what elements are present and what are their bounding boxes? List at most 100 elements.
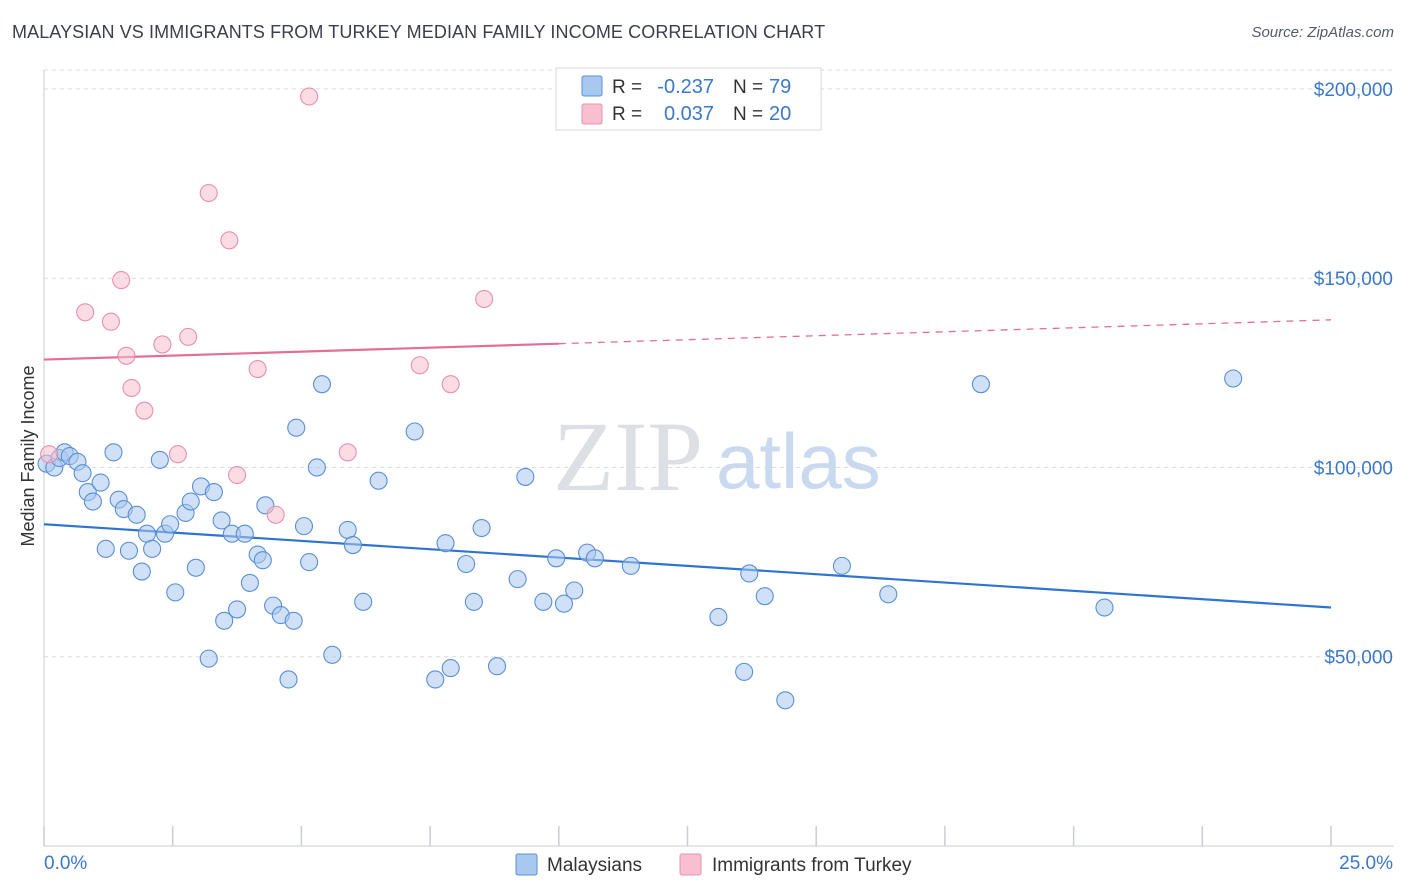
point-turkey — [179, 327, 198, 346]
y-tick-label: $50,000 — [1324, 648, 1393, 669]
point-malaysians — [323, 645, 342, 664]
trendline-turkey-dashed — [558, 319, 1332, 345]
legend-swatch-pink — [581, 103, 603, 125]
point-malaysians — [585, 549, 604, 568]
point-malaysians — [1224, 369, 1243, 388]
point-malaysians — [369, 471, 388, 490]
point-malaysians — [143, 539, 162, 558]
point-malaysians — [508, 570, 527, 589]
chart-title: MALAYSIAN VS IMMIGRANTS FROM TURKEY MEDI… — [12, 22, 826, 42]
x-tick-label-max: 25.0% — [1339, 853, 1393, 874]
y-tick-label: $200,000 — [1314, 80, 1393, 101]
point-malaysians — [426, 670, 445, 689]
point-malaysians — [464, 592, 483, 611]
point-malaysians — [343, 536, 362, 555]
point-malaysians — [709, 607, 728, 627]
point-malaysians — [971, 375, 990, 394]
point-malaysians — [516, 467, 535, 486]
point-malaysians — [96, 539, 115, 558]
point-malaysians — [740, 564, 759, 583]
point-turkey — [117, 346, 136, 365]
point-malaysians — [119, 541, 138, 560]
data-points — [37, 87, 1243, 710]
point-malaysians — [354, 592, 373, 611]
point-turkey — [122, 378, 141, 398]
point-malaysians — [554, 594, 573, 613]
point-malaysians — [621, 556, 640, 575]
point-malaysians — [879, 585, 898, 604]
point-turkey — [338, 443, 357, 462]
stats-legend: R = -0.237 N = 79 R = 0.037 N = 20 — [555, 67, 822, 131]
point-malaysians — [312, 375, 332, 394]
point-malaysians — [472, 518, 491, 538]
point-turkey — [153, 335, 172, 354]
point-turkey — [76, 303, 95, 322]
y-tick-label: $100,000 — [1314, 458, 1393, 479]
point-turkey — [101, 312, 120, 331]
series-legend: Malaysians Immigrants from Turkey — [515, 853, 912, 876]
point-turkey — [228, 465, 247, 485]
legend-n-label-1: N = — [733, 77, 763, 98]
point-malaysians — [104, 443, 123, 462]
point-malaysians — [565, 581, 584, 600]
point-malaysians — [441, 659, 460, 678]
point-malaysians — [166, 583, 185, 602]
point-turkey — [410, 356, 429, 375]
point-malaysians — [228, 600, 247, 619]
point-malaysians — [338, 520, 357, 539]
point-malaysians — [547, 549, 566, 568]
point-turkey — [300, 87, 319, 106]
legend-r-value-2: 0.037 — [664, 103, 714, 125]
watermark-zip: ZIP — [553, 401, 703, 512]
point-malaysians — [832, 556, 851, 575]
point-malaysians — [137, 524, 157, 543]
legend-r-value-1: -0.237 — [657, 76, 714, 98]
watermark: ZIP atlas — [553, 401, 881, 512]
point-turkey — [112, 271, 131, 290]
point-turkey — [475, 289, 494, 309]
point-malaysians — [300, 553, 319, 572]
point-malaysians — [457, 554, 476, 574]
series-legend-swatch-turkey — [679, 853, 702, 876]
point-malaysians — [127, 505, 146, 524]
y-tick-label: $150,000 — [1314, 269, 1393, 290]
watermark-atlas: atlas — [716, 417, 881, 505]
point-turkey — [168, 445, 187, 464]
legend-n-value-1: 79 — [769, 76, 791, 98]
point-malaysians — [204, 483, 223, 502]
point-malaysians — [199, 649, 218, 668]
y-axis-label: Median Family Income — [18, 365, 38, 546]
point-malaysians — [776, 691, 795, 710]
point-malaysians — [161, 515, 180, 534]
legend-n-value-2: 20 — [769, 103, 791, 125]
point-turkey — [441, 375, 460, 394]
point-turkey — [40, 445, 59, 464]
x-tick-label-min: 0.0% — [44, 853, 87, 874]
point-malaysians — [235, 524, 254, 543]
point-turkey — [220, 231, 239, 250]
point-malaysians — [212, 511, 231, 530]
point-malaysians — [735, 662, 754, 681]
legend-r-label-1: R = — [612, 77, 642, 98]
point-malaysians — [186, 558, 205, 577]
series-legend-swatch-malaysians — [515, 853, 538, 876]
series-legend-label-turkey: Immigrants from Turkey — [712, 855, 912, 876]
legend-n-label-2: N = — [733, 104, 763, 125]
point-malaysians — [253, 551, 272, 570]
point-malaysians — [132, 562, 151, 581]
legend-swatch-blue — [581, 75, 603, 97]
point-malaysians — [1095, 598, 1114, 617]
point-malaysians — [150, 450, 169, 469]
point-turkey — [135, 401, 154, 420]
point-malaysians — [83, 492, 102, 511]
point-malaysians — [181, 492, 200, 511]
point-malaysians — [287, 418, 306, 437]
point-malaysians — [534, 592, 553, 611]
point-turkey — [248, 359, 267, 379]
point-malaysians — [755, 587, 774, 606]
point-malaysians — [279, 670, 298, 689]
point-malaysians — [284, 611, 303, 630]
point-malaysians — [294, 517, 314, 536]
source-note: Source: ZipAtlas.com — [1251, 24, 1394, 41]
